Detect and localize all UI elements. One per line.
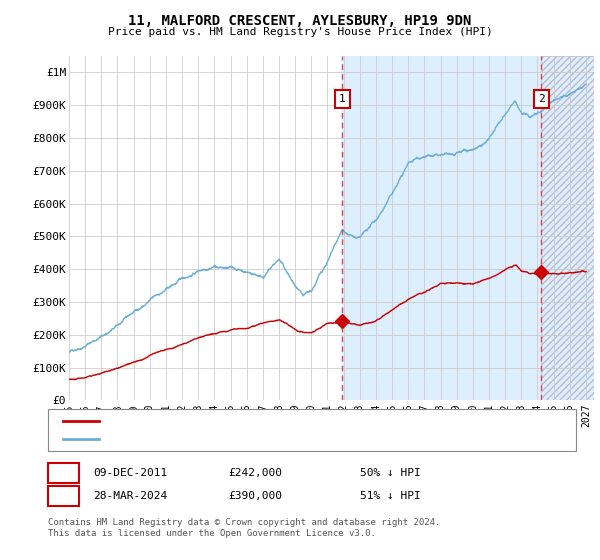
Bar [541,56,594,400]
Text: 11, MALFORD CRESCENT, AYLESBURY, HP19 9DN: 11, MALFORD CRESCENT, AYLESBURY, HP19 9D… [128,14,472,28]
Text: 09-DEC-2011: 09-DEC-2011 [93,468,167,478]
Text: Contains HM Land Registry data © Crown copyright and database right 2024.: Contains HM Land Registry data © Crown c… [48,518,440,527]
Text: £390,000: £390,000 [228,491,282,501]
Bar [541,56,594,400]
Text: 1: 1 [60,468,67,478]
Text: HPI: Average price, detached house, Buckinghamshire: HPI: Average price, detached house, Buck… [106,434,425,444]
Text: This data is licensed under the Open Government Licence v3.0.: This data is licensed under the Open Gov… [48,529,376,538]
Bar [342,56,541,400]
Text: 2: 2 [538,94,545,104]
Text: 1: 1 [339,94,346,104]
Text: 51% ↓ HPI: 51% ↓ HPI [360,491,421,501]
Text: Price paid vs. HM Land Registry's House Price Index (HPI): Price paid vs. HM Land Registry's House … [107,27,493,37]
Text: 2: 2 [60,491,67,501]
Text: 50% ↓ HPI: 50% ↓ HPI [360,468,421,478]
Text: 28-MAR-2024: 28-MAR-2024 [93,491,167,501]
Text: £242,000: £242,000 [228,468,282,478]
Text: 11, MALFORD CRESCENT, AYLESBURY, HP19 9DN (detached house): 11, MALFORD CRESCENT, AYLESBURY, HP19 9D… [106,416,469,426]
